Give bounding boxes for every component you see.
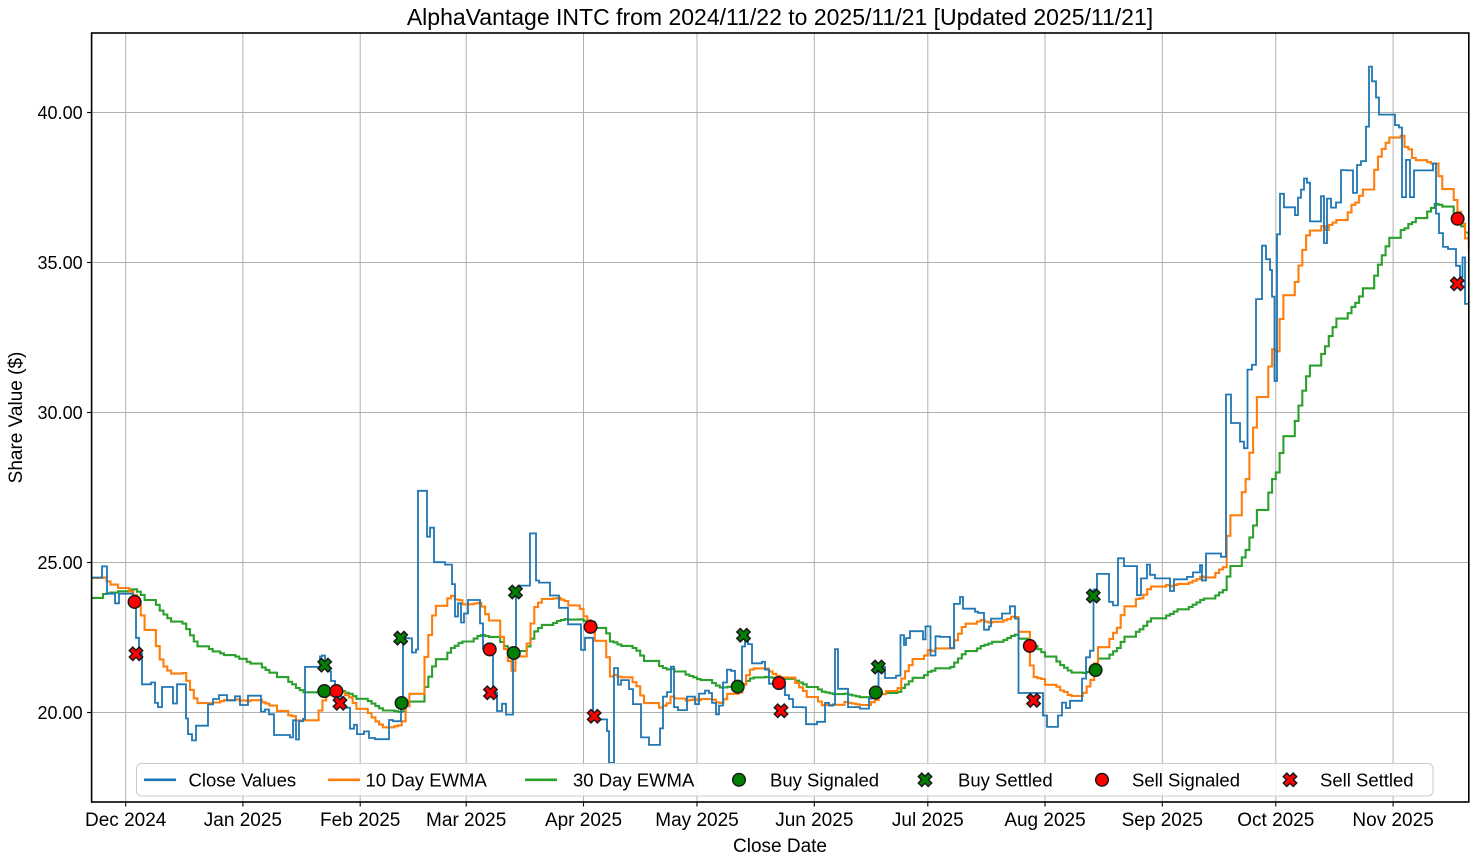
svg-text:Dec 2024: Dec 2024 (85, 810, 167, 831)
svg-text:Nov 2025: Nov 2025 (1352, 810, 1433, 831)
svg-text:Mar 2025: Mar 2025 (426, 810, 506, 831)
svg-text:Buy Settled: Buy Settled (958, 769, 1053, 790)
svg-text:10 Day EWMA: 10 Day EWMA (366, 769, 488, 790)
svg-text:Feb 2025: Feb 2025 (320, 810, 400, 831)
svg-text:Apr 2025: Apr 2025 (545, 810, 622, 831)
svg-text:Sell Settled: Sell Settled (1320, 769, 1414, 790)
svg-text:Oct 2025: Oct 2025 (1237, 810, 1314, 831)
svg-text:Close Values: Close Values (189, 769, 297, 790)
svg-text:Jan 2025: Jan 2025 (204, 810, 282, 831)
svg-text:May 2025: May 2025 (655, 810, 738, 831)
svg-text:Close Date: Close Date (733, 836, 827, 857)
svg-text:AlphaVantage INTC from 2024/11: AlphaVantage INTC from 2024/11/22 to 202… (407, 4, 1153, 30)
svg-text:Sep 2025: Sep 2025 (1122, 810, 1203, 831)
svg-text:Buy Signaled: Buy Signaled (770, 769, 879, 790)
svg-text:20.00: 20.00 (38, 703, 83, 723)
svg-text:30 Day EWMA: 30 Day EWMA (573, 769, 695, 790)
svg-text:Sell Signaled: Sell Signaled (1132, 769, 1240, 790)
svg-text:Aug 2025: Aug 2025 (1004, 810, 1085, 831)
svg-text:Share Value ($): Share Value ($) (6, 352, 27, 484)
svg-text:Jul 2025: Jul 2025 (892, 810, 964, 831)
svg-text:40.00: 40.00 (38, 103, 83, 123)
svg-text:Jun 2025: Jun 2025 (775, 810, 853, 831)
svg-text:30.00: 30.00 (38, 403, 83, 423)
svg-text:25.00: 25.00 (38, 553, 83, 573)
svg-text:35.00: 35.00 (38, 253, 83, 273)
